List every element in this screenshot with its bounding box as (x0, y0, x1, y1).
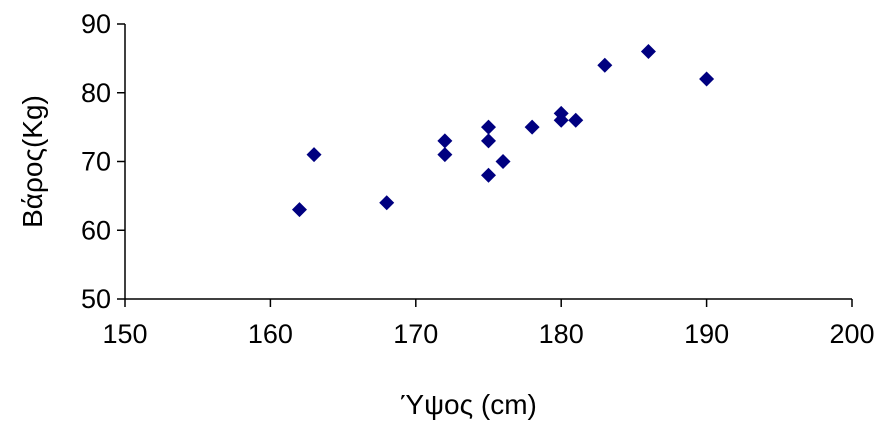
data-point-diamond (699, 71, 715, 87)
x-tick-label: 200 (829, 319, 874, 349)
x-axis-ticks (124, 299, 853, 307)
data-point-diamond (481, 133, 496, 149)
x-tick-label: 180 (539, 319, 584, 349)
y-tick-label: 50 (81, 284, 111, 314)
y-axis-ticks (117, 23, 125, 300)
y-tick-label: 90 (81, 9, 111, 39)
x-tick-label: 190 (684, 319, 729, 349)
data-point-diamond (568, 112, 584, 128)
data-point-diamond (481, 119, 496, 135)
data-point-diamond (640, 44, 656, 59)
data-point-diamond (291, 202, 307, 218)
data-points (291, 44, 715, 218)
data-point-diamond (437, 133, 453, 149)
y-tick-label: 60 (81, 215, 111, 245)
y-tick-label: 80 (81, 78, 111, 108)
data-point-diamond (481, 167, 496, 183)
data-point-diamond (306, 147, 322, 163)
y-tick-label: 70 (81, 147, 111, 177)
x-tick-label: 170 (393, 319, 438, 349)
x-axis-tick-labels: 150 160 170 180 190 200 (102, 319, 874, 349)
x-tick-label: 150 (102, 319, 147, 349)
x-tick-label: 160 (248, 319, 293, 349)
data-point-diamond (524, 119, 540, 135)
x-axis-title: Ύψος (cm) (400, 389, 537, 420)
y-axis-title: Βάρος(Kg) (17, 95, 48, 228)
data-point-diamond (553, 112, 569, 128)
data-point-diamond (379, 195, 395, 211)
data-point-diamond (495, 154, 511, 169)
y-axis-tick-labels: 50 60 70 80 90 (81, 9, 111, 314)
data-point-diamond (437, 147, 453, 163)
data-point-diamond (597, 57, 613, 73)
